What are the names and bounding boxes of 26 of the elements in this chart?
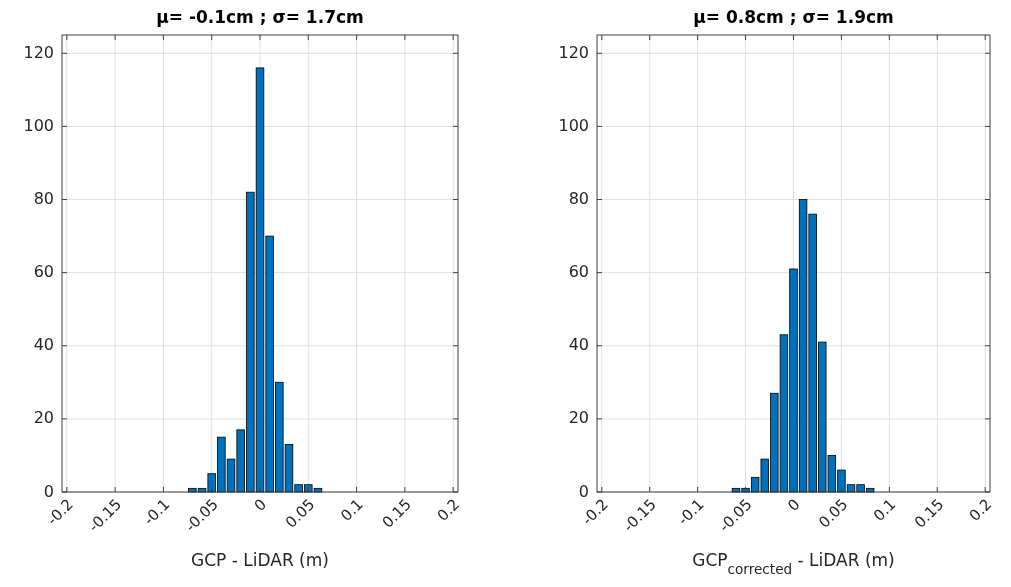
y-tick-label: 40	[568, 335, 589, 355]
y-tick-label: 80	[568, 189, 589, 209]
y-tick-label: 80	[33, 189, 54, 209]
y-tick-label: 60	[568, 262, 589, 282]
x-tick-label: -0.1	[139, 495, 174, 529]
y-tick-label: 20	[568, 408, 589, 428]
x-tick-label: -0.1	[674, 495, 708, 529]
y-tick-label: 40	[33, 335, 54, 355]
x-axis-title: GCP - LiDAR (m)	[191, 550, 329, 570]
x-tick-label: 0	[784, 495, 804, 515]
y-tick-label: 20	[33, 408, 54, 428]
y-tick-label: 120	[23, 42, 54, 62]
chart-title: μ= 0.8cm ; σ= 1.9cm	[693, 7, 894, 27]
chart-title: μ= -0.1cm ; σ= 1.7cm	[156, 7, 364, 27]
x-tick-label: 0.2	[433, 495, 464, 525]
y-tick-label: 0	[578, 481, 589, 501]
x-axis-title: GCP$_{corrected}$ - LiDAR (m)	[692, 550, 895, 577]
y-tick-label: 60	[33, 262, 54, 282]
y-tick-label: 120	[558, 42, 589, 62]
x-tick-label: 0.2	[965, 495, 996, 525]
y-tick-label: 100	[558, 115, 589, 135]
y-tick-label: 0	[43, 481, 54, 501]
x-tick-label: 0	[250, 495, 271, 515]
x-tick-label: 0.1	[337, 495, 367, 525]
x-tick-label: 0.1	[869, 495, 900, 525]
y-tick-label: 100	[23, 115, 54, 135]
